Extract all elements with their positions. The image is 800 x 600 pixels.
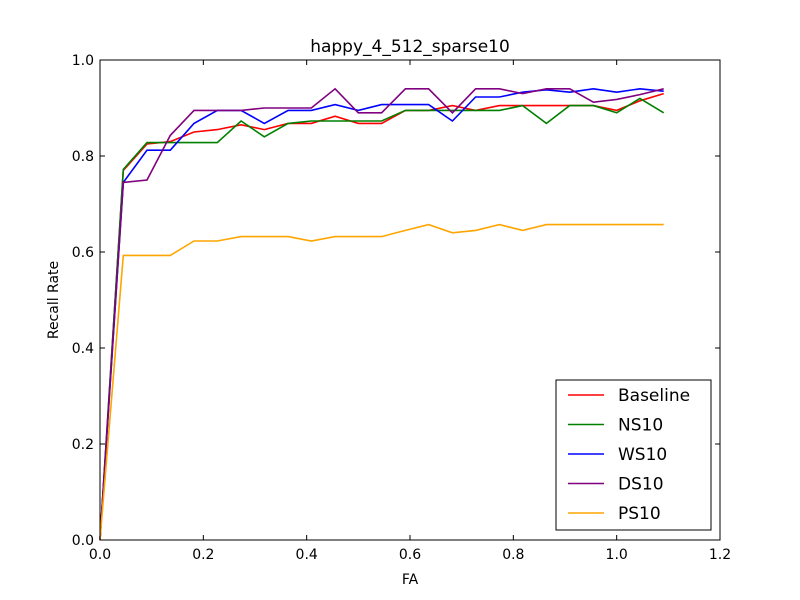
x-tick-label: 0.0 bbox=[89, 547, 111, 563]
series-layer bbox=[99, 87, 665, 541]
tick-layer: 0.0 0.2 0.4 0.6 0.8 1.0 1.2 0.0 0.2 0.4 0.6 0.8 1.0 bbox=[72, 53, 731, 563]
legend-label-ns10: NS10 bbox=[618, 416, 663, 436]
legend-box bbox=[555, 379, 712, 531]
legend-label-ds10: DS10 bbox=[618, 475, 664, 495]
y-tick-label: 0.4 bbox=[72, 341, 94, 357]
legend: Baseline NS10 WS10 DS10 PS10 bbox=[555, 379, 712, 531]
series-line-ns10 bbox=[99, 97, 665, 541]
y-tick-label: 1.0 bbox=[72, 53, 94, 69]
legend-label-ws10: WS10 bbox=[618, 445, 667, 465]
x-axis-label: FA bbox=[402, 572, 419, 588]
series-line-ps10 bbox=[99, 223, 664, 541]
y-tick-label: 0.6 bbox=[72, 245, 94, 261]
y-axis-label: Recall Rate bbox=[46, 261, 62, 339]
series-line-ws10 bbox=[99, 87, 664, 541]
x-tick-label: 1.0 bbox=[606, 547, 628, 563]
x-tick-label: 0.8 bbox=[502, 547, 524, 563]
x-tick-label: 0.6 bbox=[399, 547, 421, 563]
x-tick-label: 0.4 bbox=[296, 547, 318, 563]
y-tick-label: 0.2 bbox=[72, 437, 94, 453]
chart-title: happy_4_512_sparse10 bbox=[310, 37, 510, 57]
series-line-ds10 bbox=[99, 87, 664, 541]
y-tick-label: 0.0 bbox=[72, 533, 94, 549]
y-tick-label: 0.8 bbox=[72, 149, 94, 165]
x-tick-label: 1.2 bbox=[709, 547, 731, 563]
x-tick-label: 0.2 bbox=[192, 547, 214, 563]
legend-label-ps10: PS10 bbox=[618, 504, 661, 524]
legend-label-baseline: Baseline bbox=[618, 386, 690, 406]
